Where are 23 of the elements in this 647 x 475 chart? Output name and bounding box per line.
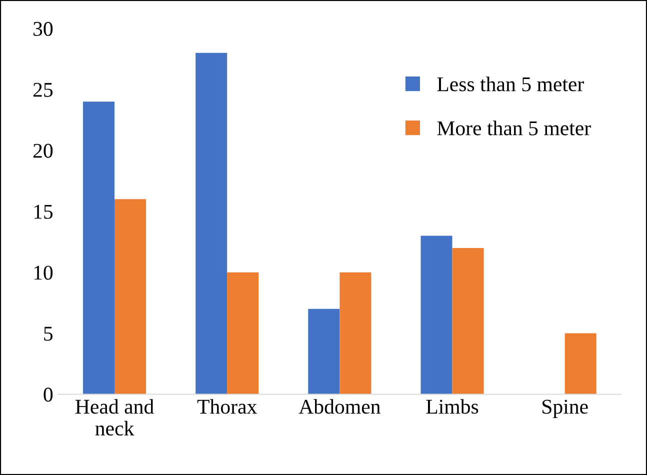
bar [308,308,340,394]
y-tick-label: 25 [33,82,53,97]
y-tick-label: 5 [44,326,53,341]
x-tick-label: Spine [542,400,588,418]
y-tick-label: 15 [34,204,53,219]
x-tick-label: Abdomen [298,399,380,414]
bar [420,236,452,394]
bar [452,248,484,394]
bar [227,272,259,394]
y-tick-label: 30 [34,22,53,36]
x-tick-label: Thorax [197,399,257,414]
x-tick-label: Limbs [426,399,478,414]
bar [564,333,596,394]
x-tick-label: Head and neck [75,399,154,436]
bar [82,102,115,394]
legend-label: Less than 5 meter [437,76,584,92]
legend-label: More than 5 meter [437,120,591,136]
bar [114,199,146,394]
y-tick-label: 10 [34,266,53,280]
y-tick-label: 20 [33,144,53,158]
bar [340,272,372,394]
bar [196,52,228,394]
y-tick-label: 0 [44,388,53,402]
